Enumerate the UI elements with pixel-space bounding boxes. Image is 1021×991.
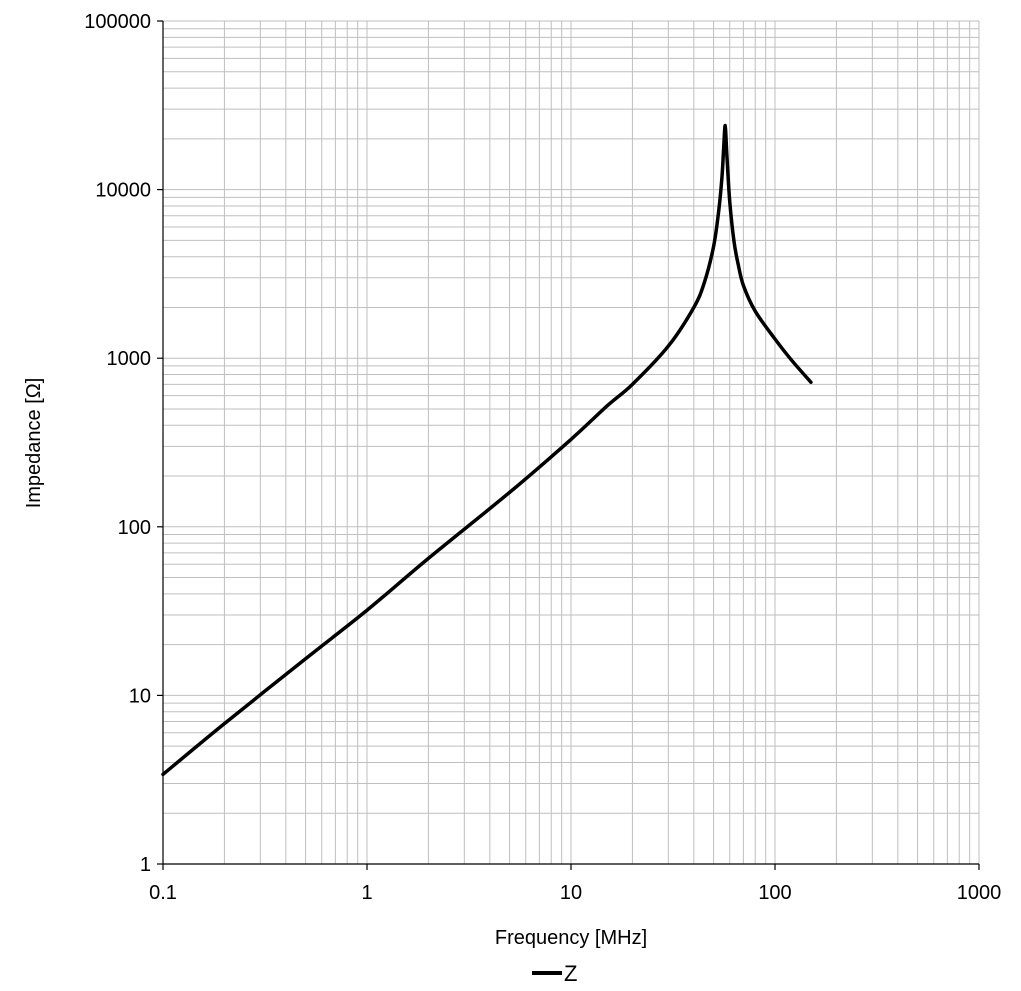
series-layer (161, 123, 813, 777)
legend: Z (532, 961, 577, 986)
x-tick-label: 0.1 (149, 882, 177, 904)
series-line-z (161, 123, 813, 777)
x-tick-label: 1000 (957, 882, 1002, 904)
x-tick-label: 10 (560, 882, 582, 904)
tick-marks (157, 20, 980, 870)
y-tick-label: 1000 (107, 348, 152, 370)
y-tick-label: 100 (118, 517, 151, 539)
y-tick-label: 1 (140, 854, 151, 876)
x-tick-labels: 0.1 1 10 100 1000 (149, 882, 1001, 904)
x-tick-label: 100 (758, 882, 791, 904)
y-axis-title: Impedance [Ω] (23, 378, 45, 509)
x-axis-title: Frequency [MHz] (495, 927, 647, 949)
y-tick-label: 10 (129, 685, 151, 707)
grid-lines (163, 20, 980, 864)
y-tick-label: 10000 (95, 180, 151, 202)
y-tick-label: 100000 (84, 11, 151, 33)
y-tick-labels: 1 10 100 1000 10000 100000 (84, 11, 151, 876)
legend-label-z: Z (564, 961, 577, 986)
x-tick-label: 1 (361, 882, 372, 904)
